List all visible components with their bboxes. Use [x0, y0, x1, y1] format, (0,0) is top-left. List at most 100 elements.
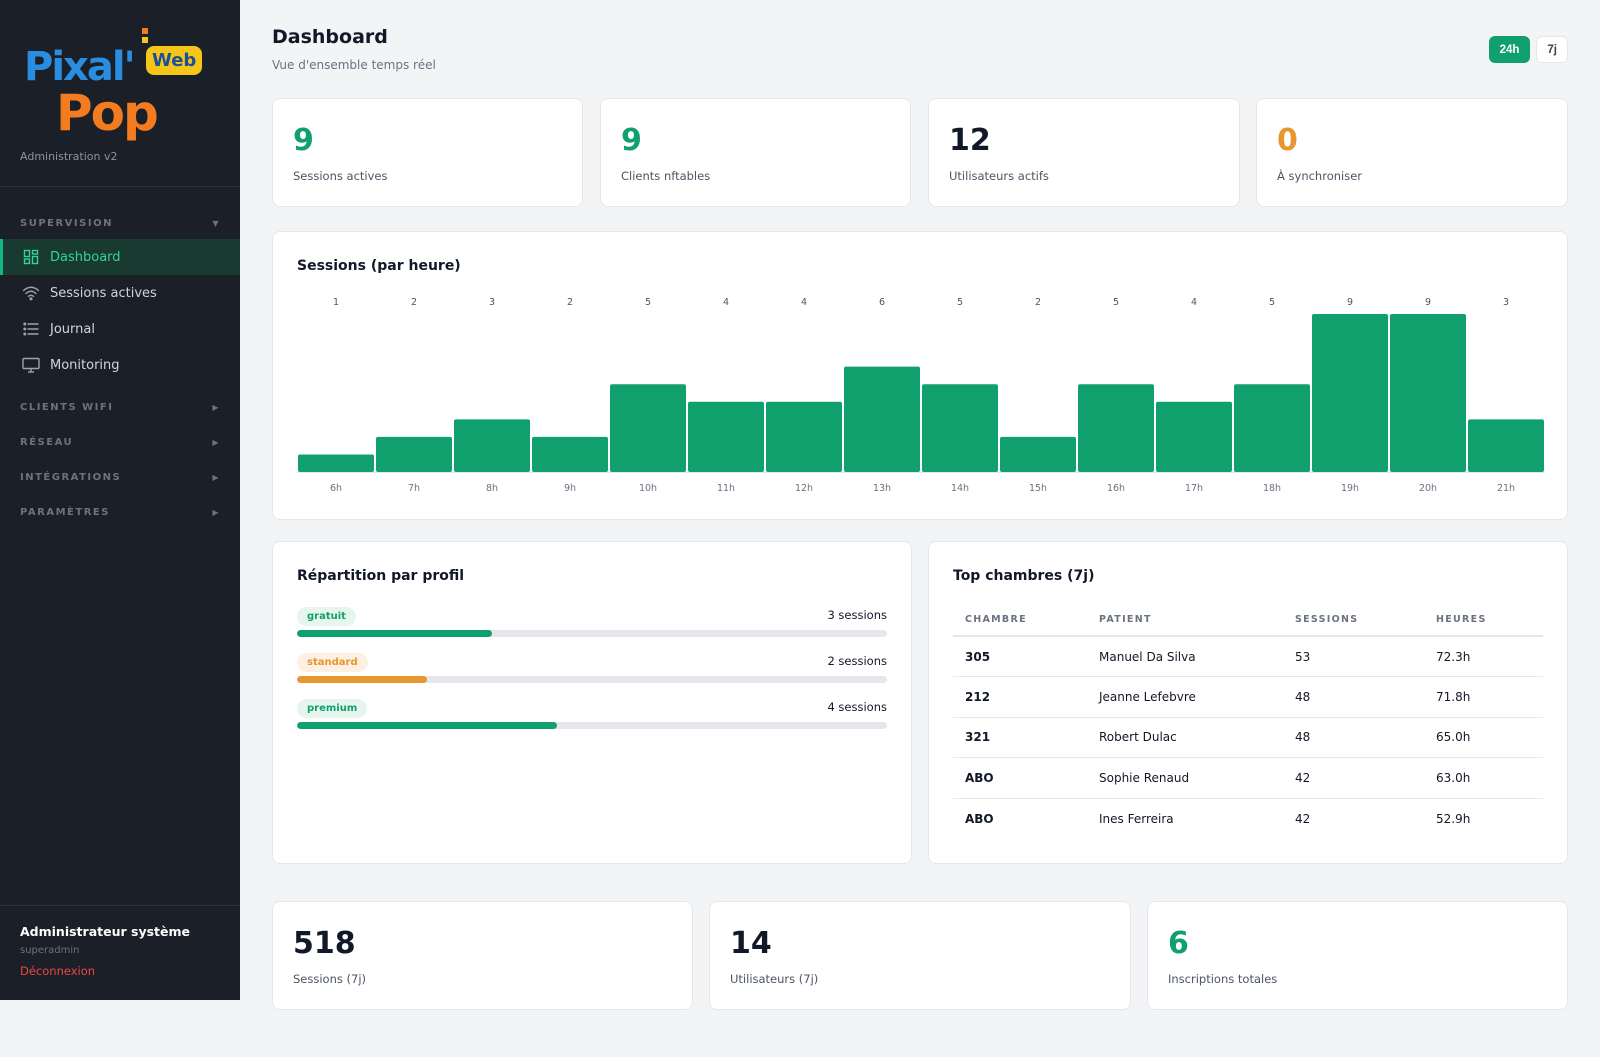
cell-room: 305 [953, 636, 1087, 677]
chart-category-label: 11h [717, 483, 735, 494]
nav-section-integrations[interactable]: INTÉGRATIONS ▶ [0, 467, 240, 487]
cell-sessions: 53 [1283, 636, 1424, 677]
cell-patient: Sophie Renaud [1087, 757, 1283, 799]
sidebar-item-journal[interactable]: Journal [0, 311, 240, 347]
chart-bar[interactable] [1234, 384, 1310, 472]
sessions-bar-chart: 16h27h38h29h510h411h412h613h514h215h516h… [297, 297, 1545, 494]
range-24h-button[interactable]: 24h [1488, 36, 1531, 63]
chart-category-label: 19h [1341, 483, 1359, 494]
table-row[interactable]: ABO Sophie Renaud 42 63.0h [953, 757, 1543, 799]
chart-category-label: 15h [1029, 483, 1047, 494]
profile-row-premium: premium 4 sessions [297, 696, 887, 729]
table-row[interactable]: 212 Jeanne Lefebvre 48 71.8h [953, 676, 1543, 718]
chart-bar[interactable] [532, 436, 608, 472]
kpi-label: Sessions (7j) [293, 972, 367, 986]
chart-category-label: 9h [564, 483, 576, 494]
nav-section-reseau[interactable]: RÉSEAU ▶ [0, 432, 240, 452]
kpi-card-utilisateurs-actifs: 12 Utilisateurs actifs [928, 98, 1240, 207]
top-rooms-table: CHAMBRE PATIENT SESSIONS HEURES 305 Manu… [953, 604, 1543, 839]
cell-room: ABO [953, 757, 1087, 799]
chart-bar[interactable] [1468, 419, 1544, 472]
chart-bar[interactable] [1390, 314, 1466, 472]
chart-bar[interactable] [844, 366, 920, 472]
logo-badge-web: Web [146, 46, 203, 75]
table-row[interactable]: 321 Robert Dulac 48 65.0h [953, 717, 1543, 758]
kpi-card-clients-nftables: 9 Clients nftables [600, 98, 911, 207]
sidebar-item-label: Sessions actives [50, 285, 157, 301]
chart-bar[interactable] [922, 384, 998, 472]
nav-section-parametres[interactable]: PARAMÈTRES ▶ [0, 502, 240, 522]
sessions-chart-card: Sessions (par heure) 1 6h 2 7h 3 8h 2 9h 5 10h 4 11… [272, 231, 1568, 520]
cell-room: ABO [965, 811, 994, 826]
kpi-card-utilisateurs-7j: 14 Utilisateurs (7j) [709, 901, 1131, 1010]
chart-bar[interactable] [454, 419, 530, 472]
table-row[interactable]: 305 Manuel Da Silva 53 72.3h [953, 636, 1543, 677]
top-rooms-card: Top chambres (7j) CHAMBRE PATIENT SESSIO… [928, 541, 1568, 864]
cell-hours: 71.8h [1424, 676, 1543, 718]
sidebar-item-monitoring[interactable]: Monitoring [0, 347, 240, 383]
kpi-value: 9 [621, 123, 642, 158]
chart-bar[interactable] [766, 401, 842, 472]
chart-category-label: 10h [639, 483, 657, 494]
chart-category-label: 12h [795, 483, 813, 494]
kpi-label: Sessions actives [293, 169, 388, 183]
chart-category-label: 17h [1185, 483, 1203, 494]
cell-hours: 72.3h [1424, 636, 1543, 677]
chart-value-label: 3 [1503, 297, 1509, 308]
range-7j-button[interactable]: 7j [1536, 36, 1568, 63]
profile-bar-track [297, 630, 887, 637]
chart-value-label: 1 [333, 297, 339, 308]
cell-room: 212 [953, 676, 1087, 718]
chart-bar[interactable] [688, 401, 764, 472]
monitor-icon [22, 356, 40, 374]
cell-sessions: 48 [1283, 717, 1424, 758]
sidebar-item-label: Journal [50, 321, 95, 337]
chart-category-label: 7h [408, 483, 420, 494]
column-header-patient[interactable]: PATIENT [1087, 604, 1283, 637]
profile-row-gratuit: gratuit 3 sessions [297, 604, 887, 637]
logo-dot [142, 37, 148, 43]
column-header-sessions[interactable]: SESSIONS [1283, 604, 1424, 637]
cell-patient: Manuel Da Silva [1087, 636, 1283, 677]
nav-section-supervision[interactable]: SUPERVISION ▼ [0, 213, 240, 233]
chart-value-label: 5 [957, 297, 963, 308]
chart-bar[interactable] [1156, 401, 1232, 472]
profile-bar-track [297, 676, 887, 683]
chart-value-label: 2 [567, 297, 573, 308]
cell-hours: 63.0h [1424, 757, 1543, 799]
nav-section-clients-wifi[interactable]: CLIENTS WIFI ▶ [0, 397, 240, 417]
sidebar-item-sessions-actives[interactable]: Sessions actives [0, 275, 240, 311]
profile-row-standard: standard 2 sessions [297, 650, 887, 683]
kpi-value: 518 [293, 926, 356, 961]
nav-section-label: PARAMÈTRES [20, 506, 110, 518]
profile-bar-fill [297, 722, 557, 729]
kpi-value: 0 [1277, 123, 1298, 158]
admin-version: Administration v2 [20, 150, 118, 163]
kpi-label: Utilisateurs (7j) [730, 972, 819, 986]
chart-bar[interactable] [298, 454, 374, 472]
chart-bar[interactable] [610, 384, 686, 472]
cell-room: 321 [953, 717, 1087, 758]
profile-badge: standard [297, 653, 368, 672]
sidebar-item-dashboard[interactable]: Dashboard [0, 239, 240, 275]
chart-bar[interactable] [1078, 384, 1154, 472]
chart-category-label: 14h [951, 483, 969, 494]
table-row[interactable]: ABO Ines Ferreira 42 52.9h [953, 798, 1543, 839]
chart-bar[interactable] [376, 436, 452, 472]
column-header-chambre[interactable]: CHAMBRE [953, 604, 1087, 637]
column-header-heures[interactable]: HEURES [1424, 604, 1543, 637]
pixalpop-logo[interactable]: Pixal' Web Pop [24, 24, 203, 142]
cell-sessions: 42 [1283, 757, 1424, 799]
user-name: Administrateur système [20, 924, 190, 939]
nav-section-label: RÉSEAU [20, 436, 74, 448]
chart-bar[interactable] [1312, 314, 1388, 472]
cell-sessions: 42 [1295, 811, 1311, 826]
cell-patient: Ines Ferreira [1099, 811, 1174, 826]
chart-bar[interactable] [1000, 436, 1076, 472]
cell-patient: Robert Dulac [1087, 717, 1283, 758]
user-login: superadmin [20, 945, 80, 956]
logout-link[interactable]: Déconnexion [20, 964, 96, 978]
sidebar-item-label: Dashboard [50, 249, 121, 265]
kpi-label: Clients nftables [621, 169, 711, 183]
logo-dot [142, 28, 148, 34]
